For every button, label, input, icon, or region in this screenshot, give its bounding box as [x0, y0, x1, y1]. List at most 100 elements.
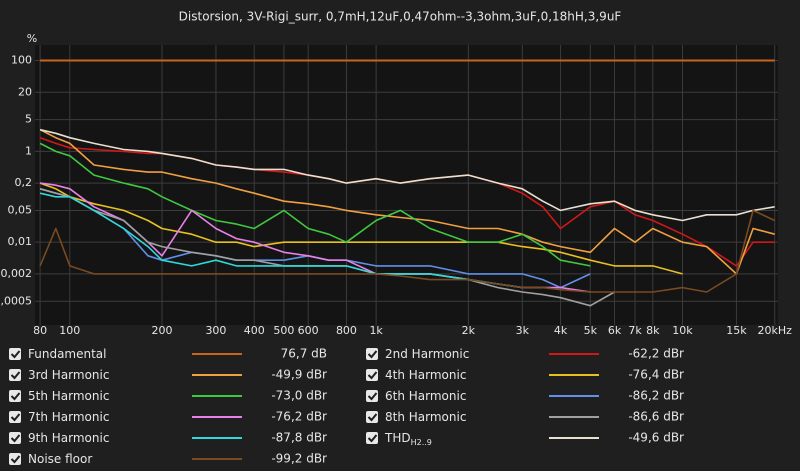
checkbox[interactable]	[9, 432, 21, 444]
series-line	[39, 182, 683, 275]
legend-value: -49,9 dBr	[271, 368, 327, 382]
legend-name-text: Noise floor	[28, 452, 92, 466]
checkbox[interactable]	[366, 432, 378, 444]
x-tick-label: 300	[205, 324, 226, 337]
legend-item[interactable]: 2nd Harmonic -62,2 dBr	[366, 347, 684, 361]
y-tick-label: 0,01	[8, 235, 33, 248]
legend-value: -76,2 dBr	[271, 410, 327, 424]
series-line	[39, 128, 775, 222]
checkmark	[10, 455, 21, 464]
y-tick-label: 100	[11, 54, 32, 67]
y-tick-label: 0,002	[1, 267, 33, 280]
legend-value: -49,6 dBr	[628, 431, 684, 445]
x-tick-label: 500	[273, 324, 294, 337]
x-tick-label: 3k	[516, 324, 530, 337]
checkmark	[367, 434, 378, 443]
legend-name: 5th Harmonic	[28, 389, 109, 403]
x-tick-label: 10k	[672, 324, 693, 337]
checkbox[interactable]	[366, 390, 378, 402]
y-unit: %	[27, 32, 37, 45]
x-tick-label: 6k	[608, 324, 622, 337]
checkbox[interactable]	[9, 411, 21, 423]
series-line	[39, 192, 523, 289]
legend-value: -87,8 dBr	[271, 431, 327, 445]
legend-name-text: 4th Harmonic	[385, 368, 466, 382]
checkbox[interactable]	[366, 348, 378, 360]
x-tick-label: 8k	[646, 324, 660, 337]
x-tick-label: 2k	[462, 324, 476, 337]
checkbox[interactable]	[9, 369, 21, 381]
legend-name-text: 8th Harmonic	[385, 410, 466, 424]
checkmark	[10, 350, 21, 359]
legend-item[interactable]: 8th Harmonic -86,6 dBr	[366, 410, 684, 424]
y-tick-label: 0,0005	[0, 294, 32, 307]
legend-name: 4th Harmonic	[385, 368, 466, 382]
series-line	[39, 209, 776, 293]
legend-item[interactable]: 7th Harmonic -76,2 dBr	[9, 410, 327, 424]
legend-name: 7th Harmonic	[28, 410, 109, 424]
legend-name-text: 5th Harmonic	[28, 389, 109, 403]
legend-item[interactable]: 3rd Harmonic -49,9 dBr	[9, 368, 327, 382]
legend-item[interactable]: 5th Harmonic -73,0 dBr	[9, 389, 327, 403]
x-tick-label: 400	[244, 324, 265, 337]
lines	[39, 59, 776, 307]
legend-value: 76,7 dB	[281, 347, 327, 361]
legend-item[interactable]: Fundamental 76,7 dB	[9, 347, 327, 361]
legend-item[interactable]: THDH2..9 -49,6 dBr	[366, 431, 684, 447]
x-tick-label: 5k	[584, 324, 598, 337]
y-tick-label: 0,05	[8, 203, 33, 216]
legend-name-text: 3rd Harmonic	[28, 368, 109, 382]
checkbox[interactable]	[366, 369, 378, 381]
legend-name: Fundamental	[28, 347, 107, 361]
x-tick-label: 100	[59, 324, 80, 337]
legend-value: -76,4 dBr	[628, 368, 684, 382]
legend-name-text: 7th Harmonic	[28, 410, 109, 424]
y-tick-label: 5	[25, 113, 32, 126]
checkbox[interactable]	[366, 411, 378, 423]
plot-area	[35, 45, 778, 325]
legend-name-text: 9th Harmonic	[28, 431, 109, 445]
checkmark	[367, 371, 378, 380]
legend-name: 2nd Harmonic	[385, 347, 469, 361]
legend-name: Noise floor	[28, 452, 92, 466]
legend-name-sub: H2..9	[411, 438, 432, 447]
legend-name: 8th Harmonic	[385, 410, 466, 424]
legend-name: THDH2..9	[384, 431, 432, 447]
x-tick-label: 600	[298, 324, 319, 337]
legend-name-text: Fundamental	[28, 347, 107, 361]
x-tick-label: 20kHz	[758, 324, 793, 337]
checkbox[interactable]	[9, 348, 21, 360]
series-line	[39, 142, 591, 267]
legend-item[interactable]: Noise floor -99,2 dBr	[9, 452, 327, 466]
x-tick-label: 15k	[726, 324, 747, 337]
checkmark	[367, 392, 378, 401]
checkbox[interactable]	[9, 390, 21, 402]
legend-name: 3rd Harmonic	[28, 368, 109, 382]
legend-name: 9th Harmonic	[28, 431, 109, 445]
checkmark	[367, 350, 378, 359]
checkbox[interactable]	[9, 453, 21, 465]
legend-value: -86,2 dBr	[628, 389, 684, 403]
x-tick-label: 200	[151, 324, 172, 337]
legend-item[interactable]: 4th Harmonic -76,4 dBr	[366, 368, 684, 382]
x-tick-label: 7k	[628, 324, 642, 337]
legend-name-text: 2nd Harmonic	[385, 347, 469, 361]
legend-item[interactable]: 6th Harmonic -86,2 dBr	[366, 389, 684, 403]
x-tick-label: 1k	[369, 324, 383, 337]
legend-item[interactable]: 9th Harmonic -87,8 dBr	[9, 431, 327, 445]
legend-value: -99,2 dBr	[271, 452, 327, 466]
legend[interactable]: Fundamental 76,7 dB 2nd Harmonic -62,2 dBr 3…	[9, 347, 684, 466]
checkmark	[10, 371, 21, 380]
checkmark	[10, 434, 21, 443]
y-tick-label: 20	[18, 85, 32, 98]
legend-value: -86,6 dBr	[628, 410, 684, 424]
y-tick-label: 0,2	[15, 176, 33, 189]
legend-name: 6th Harmonic	[385, 389, 466, 403]
checkmark	[10, 413, 21, 422]
legend-name-text: 6th Harmonic	[385, 389, 466, 403]
checkmark	[10, 392, 21, 401]
checkmark	[367, 413, 378, 422]
x-tick-label: 4k	[554, 324, 568, 337]
legend-value: -73,0 dBr	[271, 389, 327, 403]
